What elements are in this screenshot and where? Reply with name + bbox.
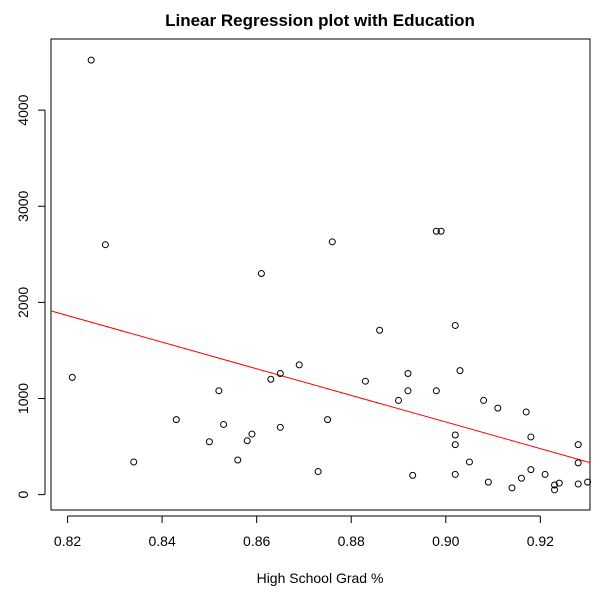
- x-tick-label: 0.90: [432, 533, 459, 549]
- plot-frame: [50, 38, 591, 511]
- data-point: [527, 466, 535, 474]
- y-tick-label: 0: [15, 491, 31, 499]
- data-point: [517, 474, 525, 482]
- x-axis: 0.82 0.84 0.86 0.88 0.90 0.92: [54, 515, 554, 549]
- data-point: [376, 326, 384, 334]
- data-point: [456, 367, 464, 375]
- data-point: [551, 486, 559, 494]
- data-point: [395, 396, 403, 404]
- x-axis-label: High School Grad %: [257, 570, 384, 586]
- chart-title: Linear Regression plot with Education: [165, 11, 475, 30]
- data-point: [451, 321, 459, 329]
- data-point: [584, 478, 592, 486]
- data-point: [328, 238, 336, 246]
- data-point: [555, 479, 563, 487]
- data-point: [243, 437, 251, 445]
- data-point: [314, 468, 322, 476]
- y-tick-label: 3000: [15, 190, 31, 221]
- data-point: [324, 416, 332, 424]
- data-point: [276, 423, 284, 431]
- data-point: [87, 56, 95, 64]
- data-point: [257, 270, 265, 278]
- points-layer: [68, 56, 592, 494]
- data-point: [267, 375, 275, 383]
- data-point: [465, 458, 473, 466]
- data-point: [451, 431, 459, 439]
- data-point: [451, 470, 459, 478]
- data-point: [101, 241, 109, 249]
- data-point: [451, 441, 459, 449]
- data-point: [130, 458, 138, 466]
- data-point: [409, 471, 417, 479]
- data-point: [234, 456, 242, 464]
- data-point: [527, 433, 535, 441]
- x-tick-label: 0.86: [243, 533, 270, 549]
- x-tick-label: 0.88: [338, 533, 365, 549]
- data-point: [404, 387, 412, 395]
- data-point: [68, 373, 76, 381]
- data-point: [508, 484, 516, 492]
- y-tick-label: 2000: [15, 287, 31, 318]
- data-point: [551, 481, 559, 489]
- data-point: [574, 459, 582, 467]
- data-point: [248, 430, 256, 438]
- y-axis: 0 1000 2000 3000 4000: [15, 94, 46, 499]
- data-point: [220, 420, 228, 428]
- y-tick-label: 1000: [15, 383, 31, 414]
- data-point: [404, 370, 412, 378]
- data-point: [172, 416, 180, 424]
- data-point: [437, 227, 445, 235]
- data-point: [574, 480, 582, 488]
- data-point: [480, 396, 488, 404]
- data-point: [541, 470, 549, 478]
- data-point: [432, 227, 440, 235]
- data-point: [215, 387, 223, 395]
- x-tick-label: 0.84: [148, 533, 175, 549]
- data-point: [494, 404, 502, 412]
- data-point: [295, 361, 303, 369]
- y-tick-label: 4000: [15, 94, 31, 125]
- x-tick-label: 0.82: [54, 533, 81, 549]
- regression-line: [50, 310, 591, 464]
- data-point: [484, 478, 492, 486]
- data-point: [205, 438, 213, 446]
- x-tick-label: 0.92: [527, 533, 554, 549]
- data-point: [276, 370, 284, 378]
- data-point: [574, 441, 582, 449]
- data-point: [432, 387, 440, 395]
- data-point: [522, 408, 530, 416]
- data-point: [361, 377, 369, 385]
- regression-layer: [50, 310, 591, 464]
